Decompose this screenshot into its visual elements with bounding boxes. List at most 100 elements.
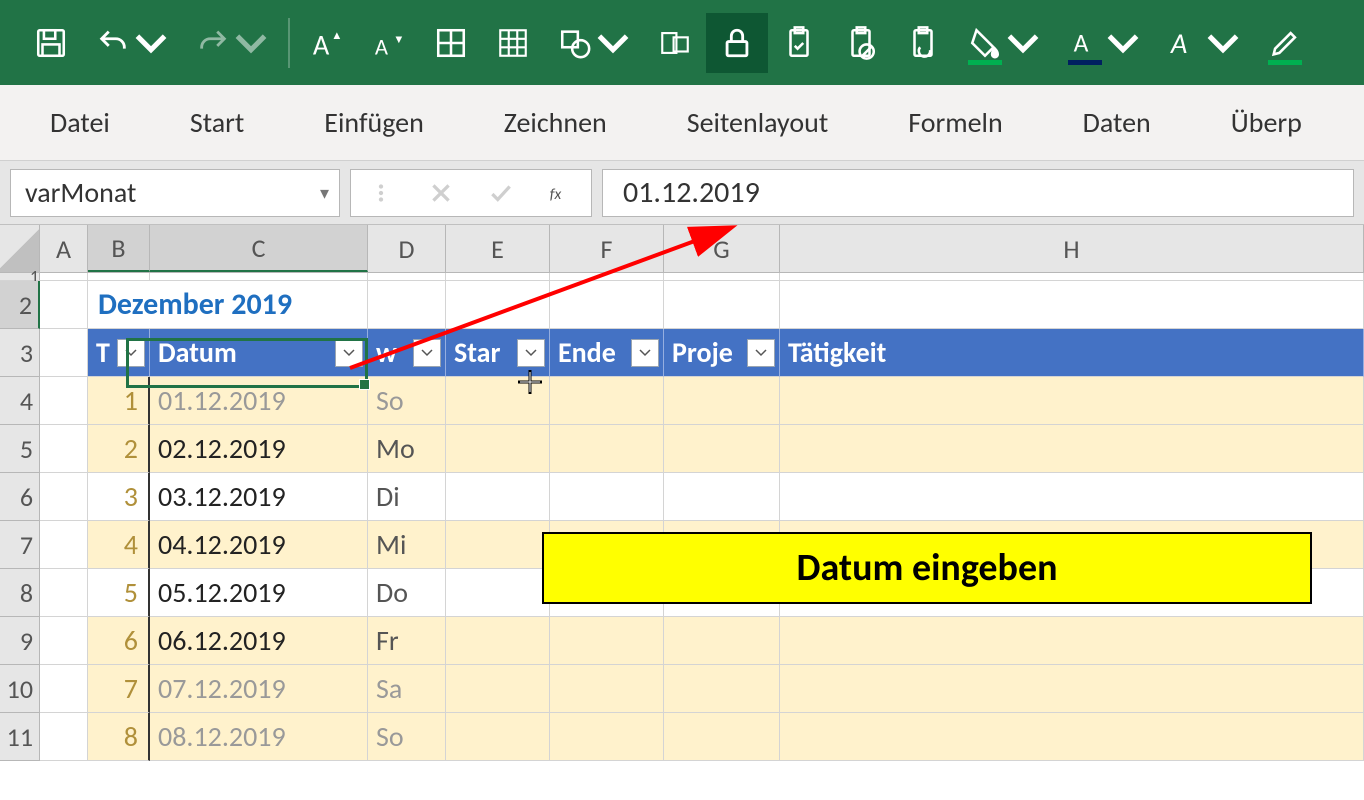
cell[interactable] — [550, 425, 664, 473]
cell[interactable] — [446, 273, 550, 281]
name-box[interactable]: varMonat ▾ — [10, 169, 340, 217]
cell[interactable] — [550, 377, 664, 425]
cell-weekday[interactable]: Mi — [368, 521, 446, 569]
col-header-f[interactable]: F — [550, 225, 664, 272]
table-header[interactable]: Star — [446, 329, 550, 377]
table-header[interactable]: Ende — [550, 329, 664, 377]
table-header[interactable]: Tätigkeit — [780, 329, 1364, 377]
tab-einfuegen[interactable]: Einfügen — [284, 85, 464, 160]
cell-weekday[interactable]: Fr — [368, 617, 446, 665]
row-header-1[interactable]: 1 — [0, 273, 40, 281]
row-header[interactable]: 11 — [0, 713, 40, 761]
cell[interactable] — [446, 425, 550, 473]
cell[interactable] — [446, 473, 550, 521]
cell[interactable] — [446, 713, 550, 761]
cell[interactable] — [550, 473, 664, 521]
cell[interactable] — [550, 273, 664, 281]
merged-title-cell[interactable]: Dezember 2019 — [88, 281, 368, 329]
cell[interactable] — [40, 281, 88, 329]
cell[interactable] — [88, 273, 150, 281]
row-header[interactable]: 8 — [0, 569, 40, 617]
cell-date[interactable]: 06.12.2019 — [150, 617, 368, 665]
col-header-d[interactable]: D — [368, 225, 446, 272]
col-header-c[interactable]: C — [150, 225, 368, 272]
more-button[interactable] — [351, 170, 411, 216]
cell[interactable] — [40, 617, 88, 665]
col-header-a[interactable]: A — [40, 225, 88, 272]
cell-weekday[interactable]: Di — [368, 473, 446, 521]
cell[interactable] — [40, 377, 88, 425]
cell-index[interactable]: 8 — [88, 713, 150, 761]
cell-index[interactable]: 1 — [88, 377, 150, 425]
cell[interactable] — [446, 569, 550, 617]
row-header[interactable]: 9 — [0, 617, 40, 665]
edit-button[interactable] — [1254, 13, 1316, 73]
table-header[interactable]: Datum — [150, 329, 368, 377]
clipboard-block-button[interactable] — [830, 13, 892, 73]
cell-date[interactable]: 05.12.2019 — [150, 569, 368, 617]
cell-index[interactable]: 6 — [88, 617, 150, 665]
row-header[interactable]: 5 — [0, 425, 40, 473]
fill-color-button[interactable] — [954, 13, 1054, 73]
cell-date[interactable]: 08.12.2019 — [150, 713, 368, 761]
cell[interactable] — [40, 569, 88, 617]
cell[interactable] — [446, 281, 550, 329]
cell[interactable] — [780, 617, 1364, 665]
filter-button[interactable] — [631, 339, 659, 367]
cell-date[interactable]: 02.12.2019 — [150, 425, 368, 473]
col-header-e[interactable]: E — [446, 225, 550, 272]
row-header[interactable]: 4 — [0, 377, 40, 425]
cancel-button[interactable] — [411, 170, 471, 216]
cell[interactable] — [40, 273, 88, 281]
tab-seitenlayout[interactable]: Seitenlayout — [647, 85, 868, 160]
cell-index[interactable]: 4 — [88, 521, 150, 569]
tab-formeln[interactable]: Formeln — [868, 85, 1042, 160]
cell-index[interactable]: 7 — [88, 665, 150, 713]
cell[interactable] — [40, 521, 88, 569]
col-header-g[interactable]: G — [664, 225, 780, 272]
cell-date[interactable]: 03.12.2019 — [150, 473, 368, 521]
row-header[interactable]: 7 — [0, 521, 40, 569]
cell-index[interactable]: 2 — [88, 425, 150, 473]
borders-grid-button[interactable] — [482, 13, 544, 73]
row-header-3[interactable]: 3 — [0, 329, 40, 377]
cell[interactable] — [780, 713, 1364, 761]
cell[interactable] — [40, 329, 88, 377]
cell[interactable] — [40, 665, 88, 713]
col-header-b[interactable]: B — [88, 225, 150, 272]
row-header[interactable]: 10 — [0, 665, 40, 713]
borders-button[interactable] — [420, 13, 482, 73]
cell[interactable] — [150, 273, 368, 281]
table-header[interactable]: w — [368, 329, 446, 377]
font-color-button[interactable]: A — [1054, 13, 1154, 73]
filter-button[interactable] — [117, 339, 145, 367]
cell[interactable] — [664, 281, 780, 329]
tab-ueberpruefen[interactable]: Überp — [1191, 85, 1342, 160]
cell[interactable] — [664, 713, 780, 761]
cell[interactable] — [780, 473, 1364, 521]
save-button[interactable] — [20, 13, 82, 73]
cell[interactable] — [368, 273, 446, 281]
cell-date[interactable]: 01.12.2019 — [150, 377, 368, 425]
name-box-dropdown-icon[interactable]: ▾ — [320, 182, 329, 204]
cell[interactable] — [550, 617, 664, 665]
cell[interactable] — [550, 281, 664, 329]
formula-input[interactable]: 01.12.2019 — [602, 169, 1354, 217]
col-header-h[interactable]: H — [780, 225, 1364, 272]
cell[interactable] — [446, 617, 550, 665]
cell[interactable] — [780, 281, 1364, 329]
enter-button[interactable] — [471, 170, 531, 216]
cell-weekday[interactable]: Mo — [368, 425, 446, 473]
cell[interactable] — [40, 473, 88, 521]
redo-button[interactable] — [182, 13, 282, 73]
cell[interactable] — [446, 377, 550, 425]
table-header[interactable]: Proje — [664, 329, 780, 377]
clipboard-check-button[interactable] — [768, 13, 830, 73]
cell[interactable] — [446, 521, 550, 569]
cell[interactable] — [780, 377, 1364, 425]
cell-index[interactable]: 3 — [88, 473, 150, 521]
undo-button[interactable] — [82, 13, 182, 73]
cell[interactable] — [446, 665, 550, 713]
cell-weekday[interactable]: Do — [368, 569, 446, 617]
filter-button[interactable] — [335, 339, 363, 367]
